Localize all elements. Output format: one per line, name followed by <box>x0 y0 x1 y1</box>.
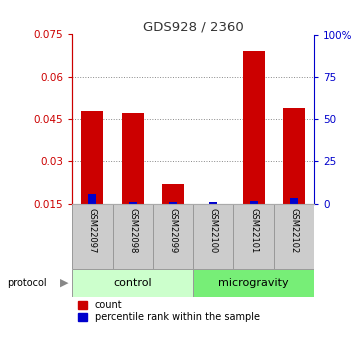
Text: GSM22098: GSM22098 <box>128 208 137 254</box>
Text: GSM22100: GSM22100 <box>209 208 218 253</box>
Bar <box>290 198 298 204</box>
Bar <box>162 184 184 204</box>
Bar <box>153 204 193 269</box>
Bar <box>88 194 96 204</box>
Bar <box>129 202 137 204</box>
Bar <box>234 204 274 269</box>
Bar <box>72 204 113 269</box>
Text: ▶: ▶ <box>60 278 68 288</box>
Text: GSM22099: GSM22099 <box>169 208 178 253</box>
Bar <box>81 110 104 204</box>
Bar <box>243 51 265 204</box>
Bar <box>283 108 305 204</box>
Bar <box>193 269 314 297</box>
Bar <box>193 204 234 269</box>
Text: GSM22102: GSM22102 <box>290 208 299 253</box>
Text: GSM22101: GSM22101 <box>249 208 258 253</box>
Bar <box>274 204 314 269</box>
Title: GDS928 / 2360: GDS928 / 2360 <box>143 20 244 33</box>
Bar <box>169 202 177 204</box>
Bar <box>113 204 153 269</box>
Text: GSM22097: GSM22097 <box>88 208 97 254</box>
Bar <box>249 201 258 204</box>
Bar <box>122 114 144 204</box>
Text: control: control <box>113 278 152 288</box>
Text: protocol: protocol <box>7 278 47 288</box>
Text: microgravity: microgravity <box>218 278 289 288</box>
Legend: count, percentile rank within the sample: count, percentile rank within the sample <box>77 299 261 323</box>
Bar <box>72 269 193 297</box>
Bar <box>209 202 217 204</box>
